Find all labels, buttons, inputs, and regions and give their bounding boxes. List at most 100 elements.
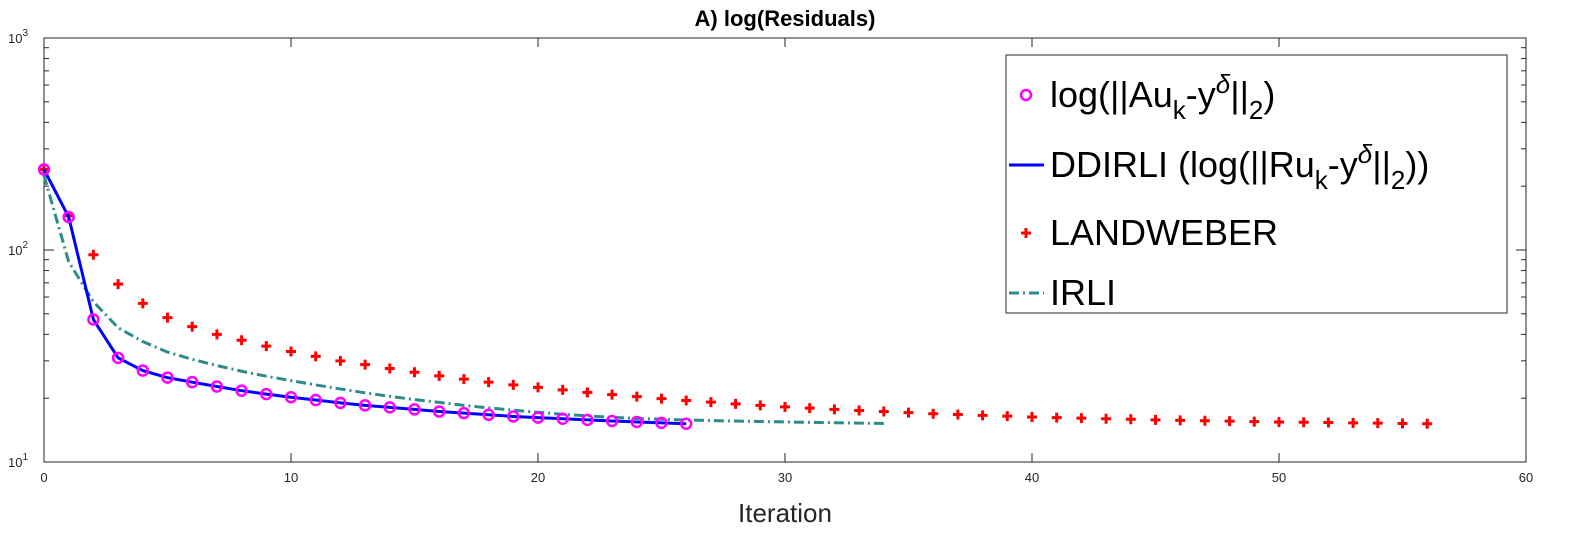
landweber-point — [434, 370, 445, 381]
landweber-point — [310, 351, 321, 362]
landweber-point — [1422, 418, 1433, 429]
landweber-point — [1125, 414, 1136, 425]
landweber-point — [1101, 413, 1112, 424]
landweber-point — [483, 377, 494, 388]
landweber-point — [508, 379, 519, 390]
landweber-point — [582, 387, 593, 398]
y-tick-label: 103 — [8, 28, 28, 46]
legend-text-part: log(||Au — [1050, 74, 1173, 115]
landweber-point — [656, 393, 667, 404]
landweber-point — [1175, 415, 1186, 426]
landweber-point — [409, 367, 420, 378]
residual-point — [284, 391, 298, 404]
landweber-point — [780, 401, 790, 412]
landweber-point — [1372, 418, 1383, 429]
landweber-point — [1199, 415, 1210, 426]
y-tick-exponent: 2 — [22, 240, 28, 251]
x-tick-label: 0 — [40, 470, 47, 485]
landweber-point — [557, 384, 568, 395]
residual-point — [161, 371, 174, 384]
legend-text-part: || — [1230, 74, 1249, 115]
legend-text-part: 2 — [1249, 95, 1263, 125]
legend-text-part: LANDWEBER — [1050, 212, 1278, 253]
landweber-point — [631, 391, 642, 402]
residual-point — [432, 405, 446, 418]
landweber-point — [1224, 416, 1235, 427]
series-layer — [37, 163, 1433, 431]
legend-text-part: DDIRLI (log(||Ru — [1050, 144, 1315, 185]
landweber-point — [1249, 416, 1260, 427]
residual-point — [37, 163, 51, 176]
landweber-point — [607, 389, 618, 400]
y-tick-exponent: 3 — [22, 28, 28, 39]
residual-point — [457, 406, 471, 420]
legend-text-part: k — [1173, 95, 1187, 125]
x-tick-label: 20 — [531, 470, 545, 485]
landweber-point — [533, 382, 543, 393]
landweber-point — [1027, 412, 1037, 423]
landweber-point — [88, 249, 99, 260]
legend-label: LANDWEBER — [1050, 212, 1278, 253]
legend-marker-circle — [1019, 88, 1033, 102]
residual-point — [556, 412, 569, 425]
landweber-point — [384, 363, 395, 374]
landweber-point — [804, 403, 815, 414]
residual-point — [531, 411, 545, 424]
landweber-point — [1076, 413, 1087, 424]
legend-text-part: δ — [1216, 69, 1231, 99]
landweber-point — [261, 341, 272, 352]
landweber-point — [137, 298, 148, 309]
legend-text-part: )) — [1405, 144, 1429, 185]
landweber-point — [705, 397, 716, 408]
y-tick-label: 101 — [8, 452, 28, 470]
legend-label: log(||Auk-yδ||2) — [1050, 69, 1275, 125]
landweber-point — [286, 346, 296, 357]
chart-title: A) log(Residuals) — [695, 6, 876, 31]
x-tick-label: 40 — [1025, 470, 1039, 485]
x-tick-label: 60 — [1519, 470, 1533, 485]
landweber-point — [360, 359, 371, 370]
residual-point — [655, 416, 668, 430]
residual-point — [260, 387, 273, 401]
residual-point — [630, 415, 644, 429]
legend-text-part: IRLI — [1050, 272, 1116, 313]
landweber-point — [681, 395, 692, 406]
landweber-point — [39, 164, 49, 175]
residual-point — [185, 375, 199, 389]
x-tick-label: 10 — [284, 470, 298, 485]
landweber-point — [236, 335, 247, 346]
x-tick-label: 50 — [1272, 470, 1286, 485]
landweber-point — [928, 408, 939, 419]
landweber-point — [335, 355, 346, 366]
legend-box — [1005, 54, 1508, 314]
legend-text-part: δ — [1358, 139, 1373, 169]
landweber-point — [1298, 417, 1309, 428]
legend-label: IRLI — [1050, 272, 1116, 313]
legend-text-part: ) — [1263, 74, 1275, 115]
y-tick-label: 102 — [8, 240, 28, 258]
legend: log(||Auk-yδ||2)DDIRLI (log(||Ruk-yδ||2)… — [1005, 54, 1508, 314]
residual-point — [111, 351, 125, 365]
landweber-point — [1397, 418, 1408, 429]
x-axis-title: Iteration — [738, 498, 832, 528]
y-tick-exponent: 1 — [22, 452, 28, 463]
landweber-point — [1150, 414, 1161, 425]
landweber-point — [1051, 412, 1062, 423]
landweber-point — [977, 410, 988, 421]
landweber-point — [730, 398, 741, 409]
residual-point — [408, 403, 421, 416]
landweber-point — [1323, 417, 1334, 428]
legend-text-part: k — [1315, 165, 1329, 195]
landweber-point — [1002, 411, 1013, 422]
irli-line — [42, 174, 884, 425]
legend-items: log(||Auk-yδ||2)DDIRLI (log(||Ruk-yδ||2)… — [1009, 69, 1429, 313]
residual-point — [309, 393, 322, 407]
residual-point — [605, 414, 619, 428]
landweber-point — [1274, 416, 1284, 427]
residual-point — [235, 384, 248, 397]
residual-point — [482, 408, 495, 422]
legend-label: DDIRLI (log(||Ruk-yδ||2)) — [1050, 139, 1429, 195]
residual-point — [334, 396, 347, 410]
landweber-point — [952, 409, 963, 420]
legend-text-part: -y — [1328, 144, 1358, 185]
